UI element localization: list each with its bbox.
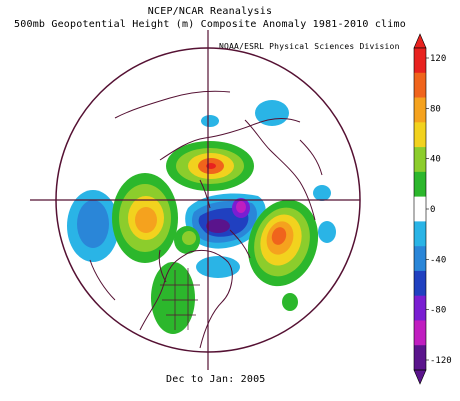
period-label: Dec to Jan: 2005 (166, 374, 266, 385)
colorbar-swatch (414, 196, 426, 222)
colorbar-tick-label: 0 (430, 205, 435, 215)
colorbar-swatch (414, 320, 426, 346)
anomaly-negative-wnpacific (67, 190, 119, 262)
borders (160, 268, 200, 330)
credit-text: NOAA/ESRL Physical Sciences Division (219, 42, 400, 51)
colorbar-tick-label: -80 (430, 306, 446, 316)
anomaly-positive-central-asia (247, 199, 319, 287)
colorbar-swatch (414, 171, 426, 197)
colorbar-swatch (414, 122, 426, 148)
anomaly-negative-siberia (255, 100, 289, 126)
anomaly-negative-canada (196, 256, 240, 278)
map-subtitle: 500mb Geopotential Height (m) Composite … (14, 19, 406, 30)
colorbar-arrow-top (413, 33, 427, 49)
colorbar-swatch (414, 48, 426, 74)
colorbar-swatch (414, 345, 426, 371)
anomaly-positive-aleutians (112, 173, 178, 263)
colorbar-tick-label: -40 (430, 255, 446, 265)
colorbar-tick-label: 40 (430, 155, 441, 165)
anomaly-negative-east-asia (313, 185, 331, 201)
anomaly-negative-central-asia (318, 221, 336, 243)
anomaly-positive-north-america (151, 262, 195, 334)
anomaly-negative-kara (201, 115, 219, 127)
colorbar-swatch (414, 147, 426, 173)
colorbar-swatch (414, 246, 426, 272)
colorbar-swatch (414, 72, 426, 98)
anomaly-positive-south-asia (282, 293, 298, 311)
map-title: NCEP/NCAR Reanalysis (147, 6, 273, 17)
colorbar-swatch (414, 270, 426, 296)
colorbar-tick-label: 80 (430, 104, 441, 114)
anomaly-positive-atlantic (174, 226, 200, 254)
colorbar-swatch (414, 295, 426, 321)
colorbar-tick-label: -120 (430, 356, 452, 366)
anomaly-positive-arctic (166, 141, 254, 191)
colorbar: 120 80 40 0 -40 -80 -120 (413, 33, 452, 385)
colorbar-swatch (414, 221, 426, 247)
colorbar-swatch (414, 97, 426, 123)
colorbar-arrow-bottom (413, 369, 427, 385)
colorbar-tick-label: 120 (430, 54, 446, 64)
